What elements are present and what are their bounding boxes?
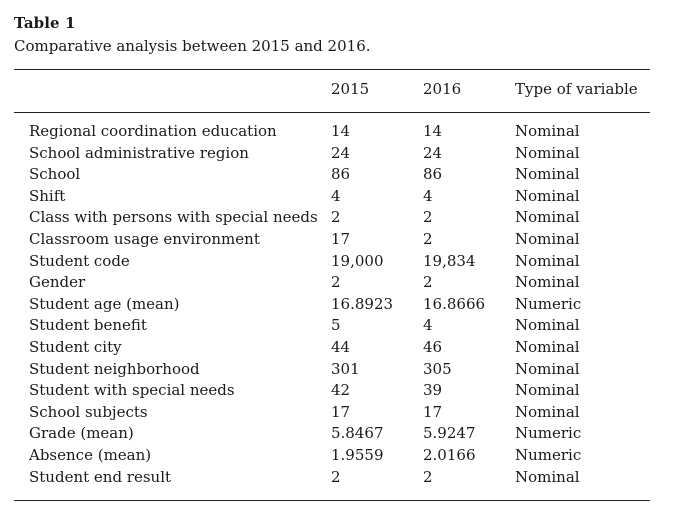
header-rule bbox=[14, 112, 650, 113]
row-variable: Classroom usage environment bbox=[29, 229, 260, 248]
row-value-2016: 24 bbox=[423, 143, 443, 162]
table-row: Student code 19,000 19,834 Nominal bbox=[0, 251, 700, 273]
row-variable: Student benefit bbox=[29, 316, 147, 335]
row-variable: Absence (mean) bbox=[29, 445, 152, 464]
row-value-2015: 2 bbox=[331, 273, 341, 292]
row-type: Nominal bbox=[515, 359, 580, 378]
row-type: Nominal bbox=[515, 273, 580, 292]
row-value-2015: 24 bbox=[331, 143, 351, 162]
table-row: Student neighborhood 301 305 Nominal bbox=[0, 359, 700, 381]
row-value-2016: 39 bbox=[423, 381, 443, 400]
row-value-2015: 86 bbox=[331, 165, 351, 184]
row-value-2015: 16.8923 bbox=[331, 294, 394, 313]
table-row: Student with special needs 42 39 Nominal bbox=[0, 380, 700, 402]
table-row: Gender 2 2 Nominal bbox=[0, 272, 700, 294]
row-value-2016: 19,834 bbox=[423, 251, 476, 270]
row-type: Nominal bbox=[515, 316, 580, 335]
row-value-2016: 46 bbox=[423, 337, 443, 356]
bottom-rule bbox=[14, 500, 650, 501]
row-value-2016: 305 bbox=[423, 359, 452, 378]
table-caption: Comparative analysis between 2015 and 20… bbox=[14, 37, 371, 55]
row-variable: School bbox=[29, 165, 81, 184]
table-row: Class with persons with special needs 2 2 N… bbox=[0, 207, 700, 229]
row-type: Nominal bbox=[515, 186, 580, 205]
row-type: Nominal bbox=[515, 165, 580, 184]
row-type: Numeric bbox=[515, 294, 582, 313]
row-value-2015: 5 bbox=[331, 316, 341, 335]
row-value-2016: 2 bbox=[423, 467, 433, 486]
table-row: Student end result 2 2 Nominal bbox=[0, 467, 700, 489]
row-variable: Student end result bbox=[29, 467, 172, 486]
header-2016: 2016 bbox=[423, 80, 462, 98]
row-value-2016: 16.8666 bbox=[423, 294, 486, 313]
row-value-2016: 86 bbox=[423, 165, 443, 184]
table-label: Table 1 bbox=[14, 14, 76, 32]
table-row: School 86 86 Nominal bbox=[0, 164, 700, 186]
table-row: Student age (mean) 16.8923 16.8666 Numeric bbox=[0, 294, 700, 316]
row-value-2016: 2 bbox=[423, 229, 433, 248]
row-type: Nominal bbox=[515, 208, 580, 227]
row-value-2015: 301 bbox=[331, 359, 360, 378]
row-value-2015: 44 bbox=[331, 337, 351, 356]
row-type: Nominal bbox=[515, 251, 580, 270]
row-value-2016: 2 bbox=[423, 208, 433, 227]
table-row: Regional coordination education 14 14 Nomin… bbox=[0, 121, 700, 143]
row-type: Nominal bbox=[515, 337, 580, 356]
header-type: Type of variable bbox=[515, 80, 638, 98]
row-variable: Grade (mean) bbox=[29, 424, 134, 443]
row-variable: Student age (mean) bbox=[29, 294, 180, 313]
row-value-2015: 17 bbox=[331, 402, 351, 421]
row-value-2016: 5.9247 bbox=[423, 424, 476, 443]
table-row: Grade (mean) 5.8467 5.9247 Numeric bbox=[0, 423, 700, 445]
table-body: Regional coordination education 14 14 Nomin… bbox=[0, 121, 700, 488]
row-type: Nominal bbox=[515, 122, 580, 140]
row-value-2016: 2.0166 bbox=[423, 445, 476, 464]
table-row: Shift 4 4 Nominal bbox=[0, 186, 700, 208]
row-value-2015: 17 bbox=[331, 229, 351, 248]
row-value-2016: 17 bbox=[423, 402, 443, 421]
table-row: School subjects 17 17 Nominal bbox=[0, 402, 700, 424]
row-value-2015: 1.9559 bbox=[331, 445, 384, 464]
row-value-2016: 4 bbox=[423, 186, 433, 205]
top-rule bbox=[14, 69, 650, 70]
row-type: Nominal bbox=[515, 229, 580, 248]
row-value-2015: 19,000 bbox=[331, 251, 384, 270]
row-value-2016: 14 bbox=[423, 122, 443, 140]
row-value-2015: 14 bbox=[331, 122, 351, 140]
row-variable: Class with persons with special needs bbox=[29, 208, 318, 227]
row-variable: School administrative region bbox=[29, 143, 249, 162]
row-value-2015: 4 bbox=[331, 186, 341, 205]
table-row: Student city 44 46 Nominal bbox=[0, 337, 700, 359]
header-2015: 2015 bbox=[331, 80, 370, 98]
row-variable: School subjects bbox=[29, 402, 148, 421]
row-value-2016: 4 bbox=[423, 316, 433, 335]
table-header-row: 2015 2016 Type of variable bbox=[0, 80, 700, 100]
row-variable: Student with special needs bbox=[29, 381, 235, 400]
row-variable: Student city bbox=[29, 337, 122, 356]
table-row: School administrative region 24 24 Nominal bbox=[0, 143, 700, 165]
row-type: Nominal bbox=[515, 467, 580, 486]
table-row: Student benefit 5 4 Nominal bbox=[0, 315, 700, 337]
row-type: Nominal bbox=[515, 143, 580, 162]
row-value-2015: 5.8467 bbox=[331, 424, 384, 443]
row-variable: Student neighborhood bbox=[29, 359, 200, 378]
table-row: Absence (mean) 1.9559 2.0166 Numeric bbox=[0, 445, 700, 467]
row-value-2015: 42 bbox=[331, 381, 351, 400]
row-variable: Student code bbox=[29, 251, 130, 270]
table-row: Classroom usage environment 17 2 Nominal bbox=[0, 229, 700, 251]
row-variable: Shift bbox=[29, 186, 66, 205]
row-type: Numeric bbox=[515, 445, 582, 464]
row-value-2016: 2 bbox=[423, 273, 433, 292]
row-value-2015: 2 bbox=[331, 467, 341, 486]
row-value-2015: 2 bbox=[331, 208, 341, 227]
row-type: Numeric bbox=[515, 424, 582, 443]
row-variable: Regional coordination education bbox=[29, 122, 277, 140]
row-variable: Gender bbox=[29, 273, 86, 292]
row-type: Nominal bbox=[515, 402, 580, 421]
row-type: Nominal bbox=[515, 381, 580, 400]
